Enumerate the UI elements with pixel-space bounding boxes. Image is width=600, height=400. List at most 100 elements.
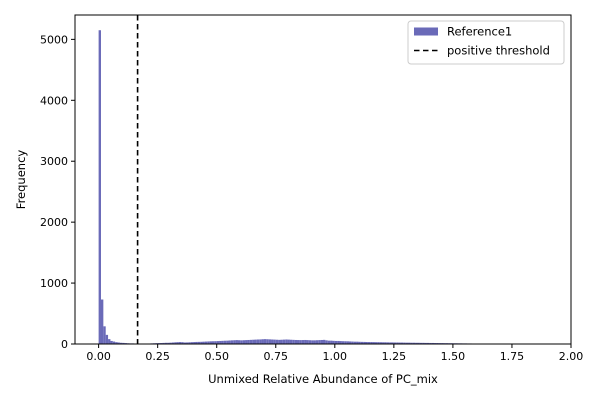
histogram-bar xyxy=(315,340,319,344)
histogram-bar xyxy=(174,342,177,344)
histogram-bar xyxy=(226,340,229,344)
histogram-bar xyxy=(223,340,227,344)
histogram-bar xyxy=(419,342,423,344)
histogram-bar xyxy=(398,342,401,344)
histogram-bar xyxy=(230,340,234,344)
histogram-bar xyxy=(164,342,168,344)
histogram-bar xyxy=(204,341,208,344)
histogram-bar xyxy=(365,341,368,344)
x-tick-label: 1.00 xyxy=(323,350,348,363)
histogram-bar xyxy=(308,340,312,344)
histogram-bar xyxy=(346,341,349,344)
histogram-bar xyxy=(386,342,390,344)
y-tick-label: 5000 xyxy=(40,33,68,46)
histogram-bar xyxy=(240,340,243,344)
histogram-bar xyxy=(304,339,307,344)
histogram-bar xyxy=(263,339,267,344)
histogram-bar xyxy=(285,339,288,344)
x-axis-label: Unmixed Relative Abundance of PC_mix xyxy=(208,372,438,386)
histogram-bar xyxy=(188,342,191,344)
histogram-bar xyxy=(313,340,316,344)
x-tick-label: 1.75 xyxy=(500,350,525,363)
histogram-bar xyxy=(363,341,366,344)
histogram-bar xyxy=(247,339,250,344)
histogram-bar xyxy=(237,340,241,344)
histogram-bar xyxy=(358,341,361,344)
histogram-bar xyxy=(100,299,104,344)
histogram-bar xyxy=(372,342,375,344)
histogram-bar xyxy=(287,339,290,344)
histogram-bar xyxy=(266,339,269,344)
histogram-bar xyxy=(429,342,432,344)
histogram-bar xyxy=(320,339,323,344)
y-tick-label: 3000 xyxy=(40,155,68,168)
y-axis-ticks: 0 1000 2000 3000 4000 5000 xyxy=(40,33,75,351)
histogram-bar xyxy=(356,341,359,344)
histogram-bar xyxy=(235,340,238,344)
histogram-bar xyxy=(280,339,283,344)
histogram-bar xyxy=(289,339,293,344)
histogram-bar xyxy=(327,340,331,344)
histogram-bar xyxy=(216,341,220,344)
histogram-bar xyxy=(341,341,345,344)
histogram-bar xyxy=(299,340,302,344)
histogram-bar xyxy=(214,341,217,344)
histogram-bar xyxy=(193,342,196,344)
histogram-bar xyxy=(271,339,274,344)
histogram-bar xyxy=(115,342,118,344)
histogram-bar xyxy=(323,339,326,344)
x-tick-label: 0.00 xyxy=(86,350,111,363)
histogram-bar xyxy=(332,340,335,344)
y-tick-label: 4000 xyxy=(40,94,68,107)
histogram-bar xyxy=(374,342,378,344)
legend: Reference1 positive threshold xyxy=(407,20,565,65)
histogram-bar xyxy=(245,340,248,344)
histogram-bar xyxy=(190,342,194,344)
histogram-bar xyxy=(209,341,212,344)
histogram-bar xyxy=(348,341,352,344)
histogram-bar xyxy=(292,339,295,344)
x-tick-label: 0.50 xyxy=(204,350,229,363)
histogram-bar xyxy=(353,341,357,344)
histogram-bar xyxy=(112,341,116,344)
plot-frame xyxy=(74,14,572,345)
histogram-bars xyxy=(98,30,548,344)
histogram-bar xyxy=(426,342,430,344)
histogram-bar xyxy=(301,340,305,344)
histogram-bar xyxy=(282,339,286,344)
histogram-bar xyxy=(400,342,404,344)
histogram-bar xyxy=(275,339,279,344)
histogram-bar xyxy=(384,342,387,344)
histogram-bar xyxy=(417,342,420,344)
y-tick-label: 1000 xyxy=(40,277,68,290)
histogram-bar xyxy=(379,342,383,344)
x-tick-label: 1.25 xyxy=(382,350,407,363)
histogram-bar xyxy=(186,342,189,344)
histogram-bar xyxy=(169,342,172,344)
histogram-bar xyxy=(382,342,385,344)
histogram-bar xyxy=(202,341,205,344)
histogram-bar xyxy=(103,326,106,344)
histogram-bar xyxy=(311,340,314,344)
x-tick-label: 0.25 xyxy=(145,350,170,363)
y-tick-label: 0 xyxy=(61,338,68,351)
histogram-bar xyxy=(360,341,364,344)
histogram-bar xyxy=(108,339,111,344)
histogram-bar xyxy=(211,341,215,344)
histogram-bar xyxy=(424,342,427,344)
histogram-bar xyxy=(171,342,175,344)
x-axis-ticks: 0.00 0.25 0.50 0.75 1.00 1.25 1.50 1.75 2.00 xyxy=(86,344,583,363)
histogram-bar xyxy=(228,340,231,344)
histogram-bar xyxy=(415,342,418,344)
histogram-bar xyxy=(268,339,272,344)
histogram-bar xyxy=(98,30,101,344)
y-axis-label: Frequency xyxy=(14,150,28,210)
legend-label-reference1: Reference1 xyxy=(447,25,512,39)
histogram-bar xyxy=(197,341,201,344)
x-tick-label: 2.00 xyxy=(559,350,584,363)
x-tick-label: 0.75 xyxy=(264,350,289,363)
histogram-bar xyxy=(294,339,298,344)
histogram-bar xyxy=(195,341,198,344)
histogram-bar xyxy=(344,341,347,344)
histogram-bar xyxy=(367,342,371,344)
